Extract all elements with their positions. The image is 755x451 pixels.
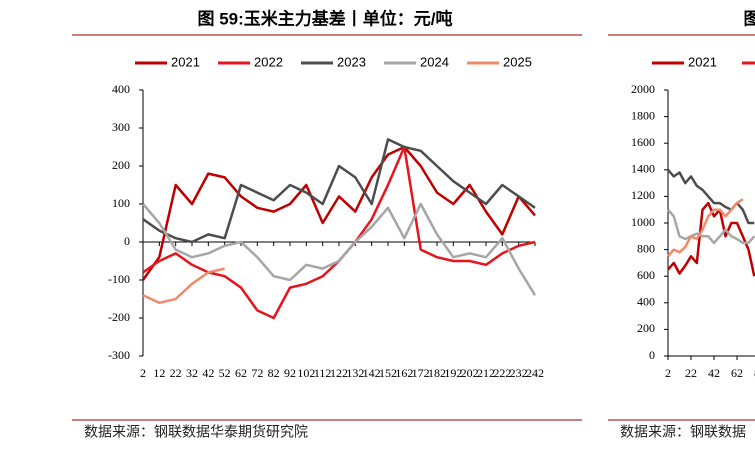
x-tick-label: 42 bbox=[202, 366, 214, 380]
x-tick-label: 62 bbox=[235, 366, 247, 380]
legend-label: 2023 bbox=[337, 54, 366, 69]
y-tick-label: 1000 bbox=[631, 215, 655, 229]
x-tick-label: 232 bbox=[510, 366, 528, 380]
y-tick-label: -300 bbox=[108, 348, 130, 362]
legend-label: 2021 bbox=[171, 54, 200, 69]
series-line bbox=[142, 138, 536, 244]
y-tick-label: 1400 bbox=[631, 162, 655, 176]
y-tick-label: 1600 bbox=[631, 135, 655, 149]
x-tick-label: 182 bbox=[428, 366, 446, 380]
series-line bbox=[142, 145, 536, 320]
x-tick-label: 142 bbox=[363, 366, 381, 380]
series-line bbox=[667, 198, 744, 258]
x-tick-label: 122 bbox=[330, 366, 348, 380]
series-line bbox=[142, 267, 225, 305]
y-tick-label: 200 bbox=[112, 158, 130, 172]
series-line bbox=[667, 168, 755, 225]
legend-label: 2024 bbox=[420, 54, 449, 69]
y-tick-label: -200 bbox=[108, 310, 130, 324]
x-tick-label: 132 bbox=[346, 366, 364, 380]
x-tick-label: 22 bbox=[685, 366, 697, 380]
y-tick-label: 400 bbox=[112, 82, 130, 96]
series-line bbox=[667, 201, 755, 277]
series-line bbox=[141, 145, 536, 281]
y-tick-label: 2000 bbox=[631, 82, 655, 96]
x-tick-label: 112 bbox=[314, 366, 332, 380]
source: 数据来源：钢联数据 bbox=[620, 424, 746, 440]
y-tick-label: 200 bbox=[637, 321, 655, 335]
chart-title: 图 bbox=[744, 9, 755, 28]
x-tick-label: 32 bbox=[186, 366, 198, 380]
x-tick-label: 242 bbox=[526, 366, 544, 380]
source: 数据来源：钢联数据华泰期货研究院 bbox=[84, 424, 308, 440]
x-tick-label: 102 bbox=[297, 366, 315, 380]
y-tick-label: 800 bbox=[637, 241, 655, 255]
x-tick-label: 62 bbox=[731, 366, 743, 380]
x-tick-label: 222 bbox=[493, 366, 511, 380]
legend-label: 2021 bbox=[688, 54, 717, 69]
series-line bbox=[667, 208, 755, 245]
x-tick-label: 92 bbox=[284, 366, 296, 380]
x-tick-label: 152 bbox=[379, 366, 397, 380]
y-tick-label: 300 bbox=[112, 120, 130, 134]
series-line bbox=[142, 202, 537, 296]
chart-title: 图 59:玉米主力基差丨单位：元/吨 bbox=[197, 8, 452, 28]
x-tick-label: 192 bbox=[444, 366, 462, 380]
legend-label: 2025 bbox=[503, 54, 532, 69]
y-tick-label: 1800 bbox=[631, 108, 655, 122]
y-tick-label: 0 bbox=[124, 234, 130, 248]
x-tick-label: 2 bbox=[665, 366, 671, 380]
y-tick-label: 600 bbox=[637, 268, 655, 282]
x-tick-label: 202 bbox=[461, 366, 479, 380]
y-tick-label: 100 bbox=[112, 196, 130, 210]
y-tick-label: 1200 bbox=[631, 188, 655, 202]
x-tick-label: 12 bbox=[153, 366, 165, 380]
y-tick-label: -100 bbox=[108, 272, 130, 286]
x-tick-label: 42 bbox=[708, 366, 720, 380]
legend-label: 2022 bbox=[254, 54, 283, 69]
x-tick-label: 212 bbox=[477, 366, 495, 380]
x-tick-label: 2 bbox=[140, 366, 146, 380]
x-tick-label: 72 bbox=[251, 366, 263, 380]
x-tick-label: 162 bbox=[395, 366, 413, 380]
x-tick-label: 82 bbox=[268, 366, 280, 380]
x-tick-label: 52 bbox=[219, 366, 231, 380]
y-tick-label: 0 bbox=[649, 348, 655, 362]
x-tick-label: 22 bbox=[170, 366, 182, 380]
x-tick-label: 172 bbox=[412, 366, 430, 380]
y-tick-label: 400 bbox=[637, 295, 655, 309]
